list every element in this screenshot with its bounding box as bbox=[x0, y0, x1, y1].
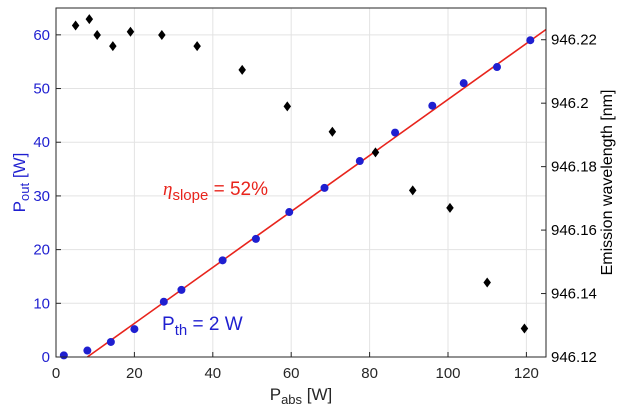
wavelength-point bbox=[158, 29, 166, 40]
power-point bbox=[493, 63, 501, 72]
power-point bbox=[59, 351, 68, 360]
power-point bbox=[177, 285, 186, 294]
wavelength-point bbox=[520, 323, 529, 334]
power-point bbox=[320, 183, 329, 192]
power-point bbox=[106, 337, 115, 346]
wavelength-point bbox=[446, 202, 454, 213]
x-axis-label-unit: [W] bbox=[302, 385, 332, 404]
x-tick-label: 100 bbox=[435, 365, 460, 382]
y-axis-left-label-unit: [W] bbox=[10, 153, 29, 183]
y-left-tick-label: 10 bbox=[33, 295, 50, 312]
x-axis-label-sub: abs bbox=[281, 392, 302, 407]
x-tick-label: 40 bbox=[204, 365, 221, 382]
wavelength-point bbox=[328, 126, 337, 137]
slope-value: = 52% bbox=[208, 179, 268, 200]
y-axis-left-label-main: P bbox=[10, 201, 29, 212]
wavelength-point bbox=[371, 147, 380, 158]
x-tick-label: 0 bbox=[52, 365, 60, 382]
slope-symbol: η bbox=[163, 179, 172, 200]
y-axis-right-label: Emission wavelength [nm] bbox=[599, 90, 616, 276]
slope-subscript: slope bbox=[172, 187, 208, 204]
wavelength-point bbox=[85, 14, 94, 25]
x-axis-label-main: P bbox=[270, 385, 281, 404]
power-point bbox=[428, 101, 437, 110]
plot-frame bbox=[55, 7, 547, 358]
wavelength-point bbox=[126, 26, 135, 37]
y-left-tick-label: 60 bbox=[33, 27, 50, 44]
y-right-tick-label: 946.2 bbox=[551, 95, 589, 112]
y-axis-left-label-sub: out bbox=[17, 183, 32, 201]
wavelength-point bbox=[483, 277, 491, 288]
y-left-tick-label: 40 bbox=[33, 134, 50, 151]
power-point bbox=[459, 79, 468, 88]
x-axis-label: Pabs [W] bbox=[270, 385, 333, 407]
y-left-tick-label: 20 bbox=[33, 242, 50, 259]
wavelength-point bbox=[109, 41, 117, 52]
y-right-tick-label: 946.22 bbox=[551, 32, 597, 49]
y-right-tick-label: 946.14 bbox=[551, 286, 597, 303]
y-left-tick-label: 50 bbox=[33, 81, 50, 98]
wavelength-point bbox=[408, 185, 417, 196]
y-left-tick-label: 30 bbox=[33, 188, 50, 205]
x-tick-label: 80 bbox=[361, 365, 378, 382]
y-axis-left-label: Pout [W] bbox=[10, 153, 32, 213]
wavelength-point bbox=[283, 101, 292, 112]
power-point bbox=[159, 297, 168, 306]
x-tick-label: 60 bbox=[283, 365, 300, 382]
data-points-layer bbox=[59, 14, 535, 360]
wavelength-point bbox=[71, 20, 80, 31]
wavelength-point bbox=[193, 41, 201, 52]
slope-annotation: ηslope = 52% bbox=[163, 179, 268, 204]
threshold-main: P bbox=[162, 314, 175, 335]
power-point bbox=[526, 36, 535, 45]
threshold-subscript: th bbox=[175, 322, 188, 339]
threshold-value: = 2 W bbox=[187, 314, 242, 335]
power-point bbox=[355, 157, 364, 166]
threshold-annotation: Pth = 2 W bbox=[162, 314, 243, 339]
power-point bbox=[130, 325, 139, 334]
ticks: 0 20 40 60 80 100 120 0 10 20 30 40 50 60 946.12 946.14… bbox=[33, 27, 597, 382]
y-right-tick-label: 946.12 bbox=[551, 349, 597, 366]
wavelength-point bbox=[238, 64, 246, 75]
wavelength-point bbox=[93, 29, 101, 40]
y-right-tick-label: 946.16 bbox=[551, 222, 597, 239]
power-point bbox=[251, 234, 260, 243]
power-point bbox=[391, 128, 400, 137]
x-tick-label: 120 bbox=[514, 365, 539, 382]
power-point bbox=[218, 256, 227, 265]
x-tick-label: 20 bbox=[126, 365, 143, 382]
y-right-tick-label: 946.18 bbox=[551, 159, 597, 176]
y-left-tick-label: 0 bbox=[42, 349, 50, 366]
power-point bbox=[83, 346, 92, 355]
power-point bbox=[285, 208, 294, 217]
